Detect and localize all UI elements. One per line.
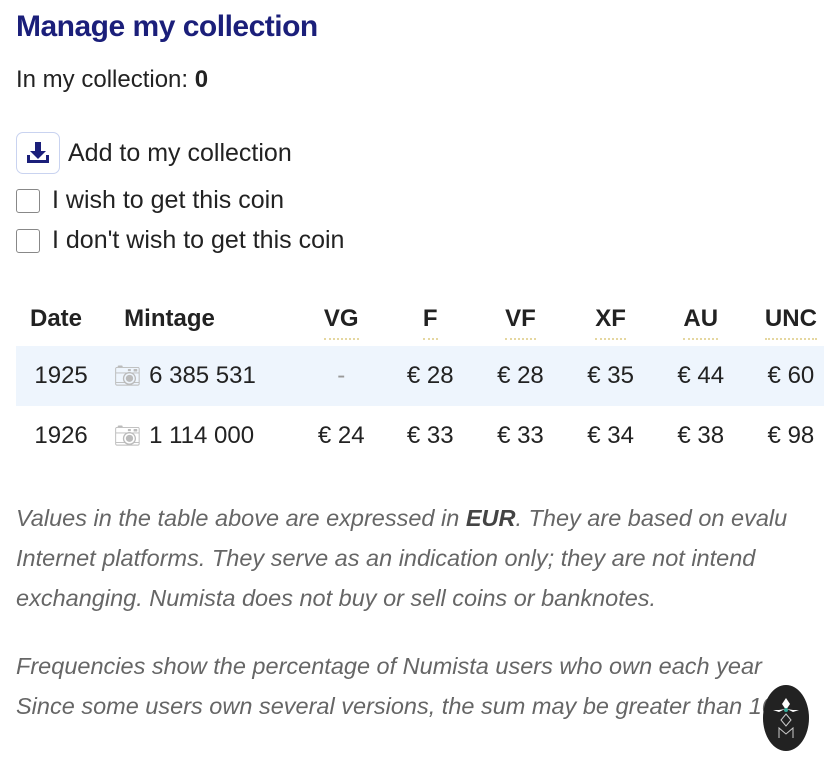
au-cell: € 38	[677, 422, 725, 449]
count-value: 0	[194, 66, 209, 93]
add-to-collection-button[interactable]: Add to my collection	[16, 132, 292, 174]
note-values: Values in the table above are expressed …	[16, 505, 788, 531]
mintage-cell: 6 385 531	[149, 346, 298, 406]
header-mintage: Mintage	[124, 305, 215, 332]
camera-icon[interactable]: 📷︎	[106, 346, 150, 406]
nowish-label: I don't wish to get this coin	[52, 226, 345, 254]
price-table: Date Mintage VG F VF XF AU UNC 1925 📷︎ 6…	[16, 292, 824, 466]
date-cell: 1926	[34, 422, 88, 449]
checkbox-icon[interactable]	[16, 228, 40, 253]
nowish-checkbox[interactable]: I don't wish to get this coin	[16, 226, 344, 255]
note-line: Since some users own several versions, t…	[16, 693, 775, 719]
collection-count: In my collection: 0	[16, 66, 208, 94]
wish-checkbox[interactable]: I wish to get this coin	[16, 186, 284, 215]
unc-cell: € 60	[745, 346, 824, 406]
vg-cell: € 24	[317, 422, 365, 449]
vf-cell: € 33	[497, 422, 544, 449]
au-cell: € 44	[655, 346, 746, 406]
table-header: Date Mintage VG F VF XF AU UNC	[16, 292, 824, 346]
watermark-logo-icon	[763, 685, 809, 751]
page-title: Manage my collection	[16, 10, 318, 43]
f-cell: € 28	[385, 346, 476, 406]
vg-cell: -	[297, 346, 386, 406]
date-cell: 1925	[16, 346, 107, 406]
table-row: 1925 📷︎ 6 385 531 - € 28 € 28 € 35 € 44 …	[16, 346, 824, 406]
wish-label: I wish to get this coin	[52, 186, 285, 214]
download-icon	[16, 132, 60, 174]
vf-cell: € 28	[475, 346, 566, 406]
header-f[interactable]: F	[385, 292, 475, 346]
header-date: Date	[30, 305, 83, 332]
note-line: Internet platforms. They serve as an ind…	[16, 545, 756, 571]
checkbox-icon[interactable]	[16, 188, 40, 213]
header-au[interactable]: AU	[656, 292, 746, 346]
header-vf[interactable]: VF	[475, 292, 565, 346]
note-line: exchanging. Numista does not buy or sell…	[16, 585, 657, 611]
table-row: 1926 📷︎ 1 114 000 € 24 € 33 € 33 € 34 € …	[16, 406, 824, 466]
header-unc[interactable]: UNC	[746, 292, 824, 346]
unc-cell: € 98	[767, 422, 815, 449]
xf-cell: € 35	[565, 346, 656, 406]
add-label: Add to my collection	[68, 138, 292, 167]
f-cell: € 33	[406, 422, 454, 449]
count-label: In my collection:	[16, 66, 189, 93]
mintage-cell: 1 114 000	[149, 422, 255, 449]
xf-cell: € 34	[587, 422, 634, 449]
header-xf[interactable]: XF	[566, 292, 656, 346]
header-vg[interactable]: VG	[297, 292, 385, 346]
camera-icon[interactable]: 📷︎	[113, 423, 142, 448]
note-frequencies: Frequencies show the percentage of Numis…	[16, 653, 762, 679]
